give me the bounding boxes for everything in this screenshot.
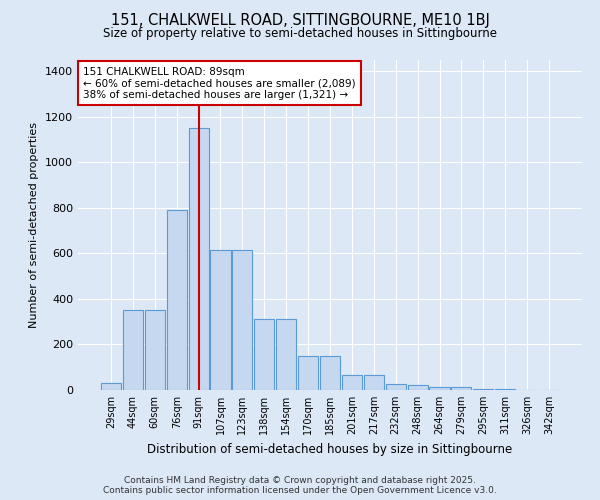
Bar <box>123 310 143 390</box>
Bar <box>188 128 209 390</box>
Bar <box>232 250 253 390</box>
X-axis label: Distribution of semi-detached houses by size in Sittingbourne: Distribution of semi-detached houses by … <box>148 442 512 456</box>
Text: Contains HM Land Registry data © Crown copyright and database right 2025.
Contai: Contains HM Land Registry data © Crown c… <box>103 476 497 495</box>
Bar <box>167 210 187 390</box>
Bar <box>298 356 318 390</box>
Bar <box>254 320 274 390</box>
Bar <box>407 386 428 390</box>
Bar <box>451 386 472 390</box>
Bar <box>386 384 406 390</box>
Bar <box>495 389 515 390</box>
Text: Size of property relative to semi-detached houses in Sittingbourne: Size of property relative to semi-detach… <box>103 28 497 40</box>
Y-axis label: Number of semi-detached properties: Number of semi-detached properties <box>29 122 40 328</box>
Text: 151, CHALKWELL ROAD, SITTINGBOURNE, ME10 1BJ: 151, CHALKWELL ROAD, SITTINGBOURNE, ME10… <box>110 12 490 28</box>
Bar <box>276 320 296 390</box>
Bar <box>364 375 384 390</box>
Bar <box>320 356 340 390</box>
Bar <box>473 389 493 390</box>
Bar <box>430 386 449 390</box>
Bar <box>101 383 121 390</box>
Bar <box>211 250 230 390</box>
Text: 151 CHALKWELL ROAD: 89sqm
← 60% of semi-detached houses are smaller (2,089)
38% : 151 CHALKWELL ROAD: 89sqm ← 60% of semi-… <box>83 66 356 100</box>
Bar <box>342 375 362 390</box>
Bar <box>145 310 165 390</box>
